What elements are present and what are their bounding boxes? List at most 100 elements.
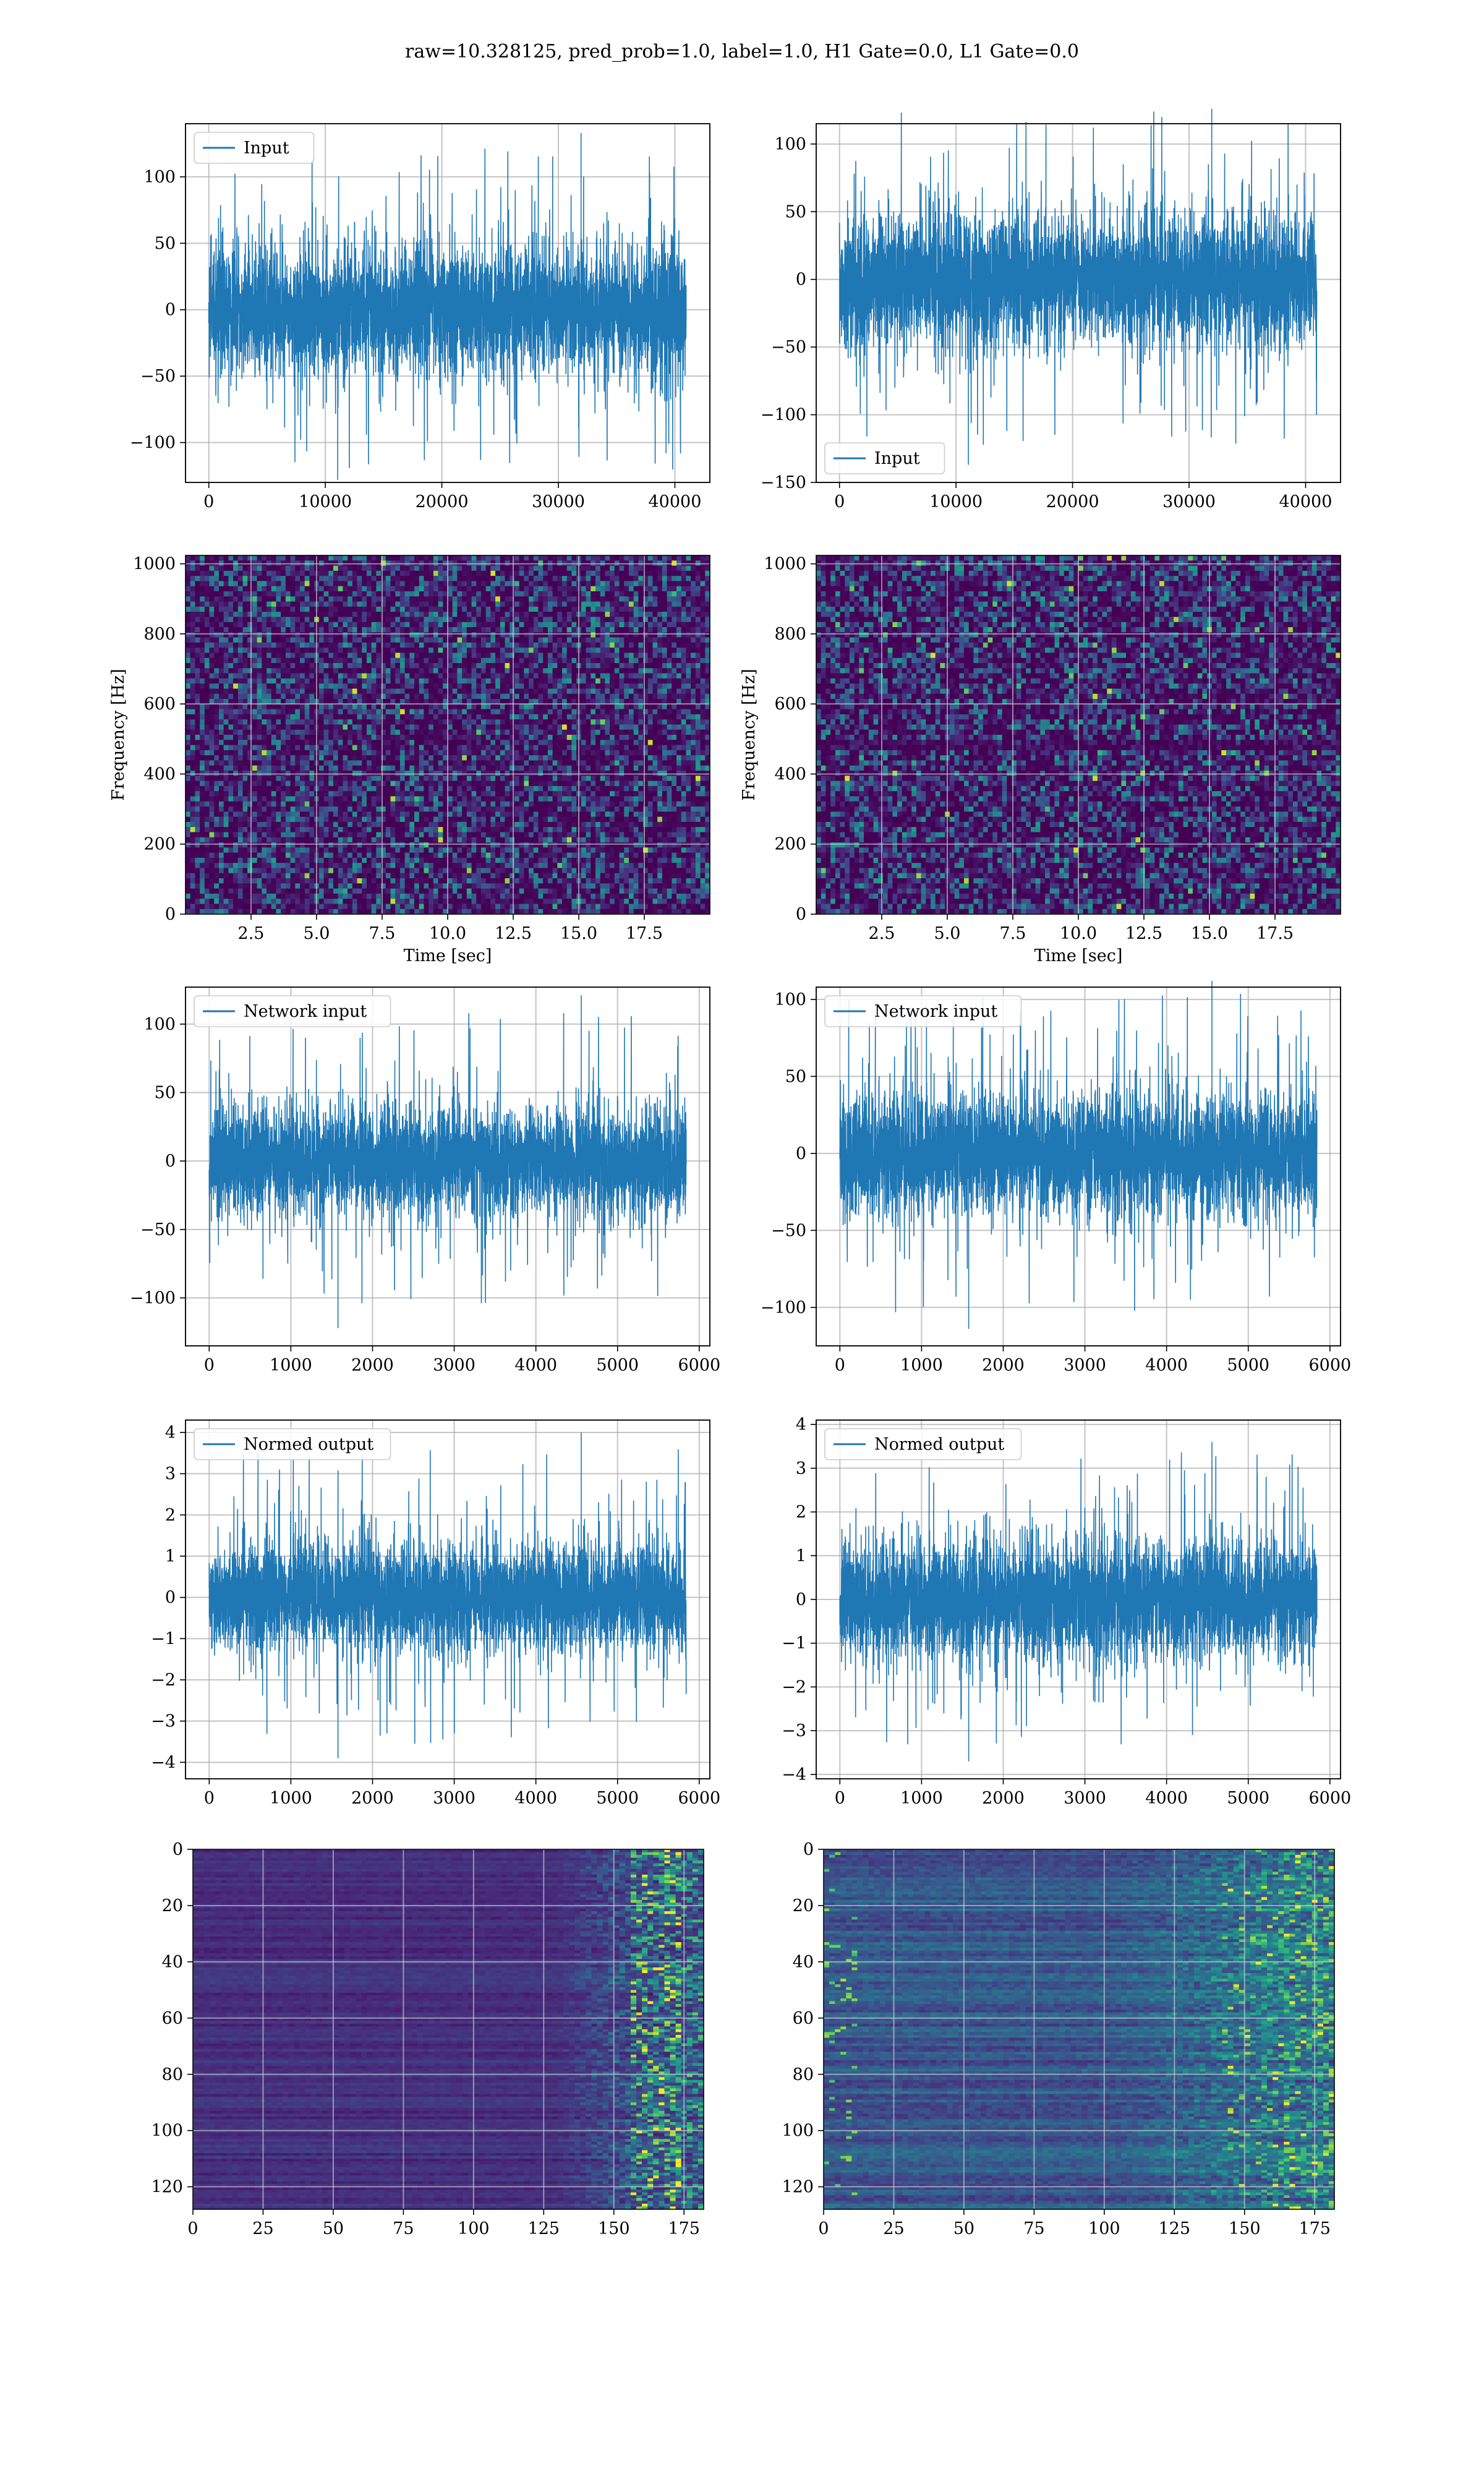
heatmap-cell [634, 776, 639, 781]
heatmap-cell [500, 730, 505, 735]
heatmap-cell [238, 555, 243, 561]
heatmap-cell [300, 622, 305, 628]
heatmap-cell [629, 571, 634, 576]
heatmap-cell [424, 607, 429, 612]
heatmap-cell [395, 745, 400, 751]
heatmap-cell [409, 653, 414, 658]
heatmap-cell [586, 612, 591, 617]
heatmap-cell [276, 638, 281, 643]
heatmap-cell [486, 612, 491, 617]
heatmap-cell [472, 571, 477, 576]
heatmap-cell [328, 586, 333, 592]
heatmap-cell [615, 612, 620, 617]
heatmap-cell [610, 766, 615, 771]
heatmap-cell [686, 576, 691, 581]
heatmap-cell [476, 688, 481, 694]
heatmap-cell [219, 581, 224, 586]
heatmap-cell [405, 566, 410, 571]
heatmap-cell [529, 730, 534, 735]
heatmap-cell [324, 622, 329, 628]
heatmap-cell [467, 581, 472, 586]
heatmap-cell [586, 586, 591, 592]
heatmap-cell [610, 740, 615, 745]
heatmap-cell [605, 730, 610, 735]
heatmap-cell [586, 750, 591, 756]
heatmap-cell [595, 745, 600, 751]
heatmap-cell [262, 571, 267, 576]
heatmap-cell [224, 735, 229, 740]
heatmap-cell [662, 632, 667, 638]
heatmap-cell [409, 555, 414, 561]
heatmap-cell [238, 704, 243, 709]
heatmap-cell [400, 760, 405, 766]
heatmap-cell [291, 735, 296, 740]
heatmap-cell [386, 617, 391, 622]
heatmap-cell [281, 755, 286, 761]
heatmap-cell [376, 781, 381, 787]
heatmap-cell [667, 745, 672, 751]
heatmap-cell [600, 638, 605, 643]
heatmap-cell [372, 555, 377, 561]
heatmap-cell [424, 735, 429, 740]
heatmap-cell [624, 694, 629, 700]
heatmap-cell [548, 735, 553, 740]
heatmap-cell [500, 607, 505, 612]
heatmap-cell [186, 668, 190, 674]
heatmap-cell [319, 760, 324, 766]
heatmap-cell [591, 622, 595, 628]
heatmap-cell [219, 704, 224, 709]
heatmap-cell [662, 571, 667, 576]
heatmap-cell [386, 576, 391, 581]
heatmap-cell [372, 714, 377, 720]
heatmap-cell [367, 776, 372, 781]
heatmap-cell [309, 617, 314, 622]
heatmap-cell [524, 607, 529, 612]
heatmap-cell [701, 576, 706, 581]
heatmap-cell [238, 591, 243, 597]
heatmap-cell [267, 714, 271, 720]
heatmap-cell [610, 576, 615, 581]
heatmap-cell [691, 709, 696, 715]
heatmap-cell [267, 735, 271, 740]
heatmap-cell [409, 694, 414, 700]
heatmap-cell [348, 678, 352, 684]
heatmap-cell [190, 663, 195, 669]
heatmap-cell [657, 683, 662, 689]
heatmap-cell [271, 678, 276, 684]
heatmap-cell [205, 627, 210, 633]
heatmap-cell [629, 627, 634, 633]
heatmap-cell [453, 678, 458, 684]
heatmap-cell [453, 581, 458, 586]
heatmap-cell [309, 581, 314, 586]
heatmap-cell [238, 730, 243, 735]
heatmap-cell [467, 766, 472, 771]
heatmap-cell [615, 576, 620, 581]
heatmap-cell [433, 674, 438, 679]
heatmap-cell [286, 709, 291, 715]
heatmap-cell [219, 668, 224, 674]
heatmap-cell [348, 719, 352, 725]
heatmap-cell [610, 596, 615, 602]
heatmap-cell [300, 678, 305, 684]
heatmap-cell [210, 638, 215, 643]
heatmap-cell [495, 617, 500, 622]
heatmap-cell [324, 663, 329, 669]
heatmap-cell [429, 612, 433, 617]
heatmap-cell [386, 612, 391, 617]
heatmap-cell [238, 612, 243, 617]
heatmap-cell [462, 627, 467, 633]
heatmap-cell [233, 776, 238, 781]
heatmap-cell [500, 591, 505, 597]
heatmap-cell [186, 704, 190, 709]
heatmap-cell [457, 766, 462, 771]
heatmap-cell [586, 658, 591, 664]
heatmap-cell [696, 571, 701, 576]
heatmap-cell [681, 622, 686, 628]
x-tick-label: 30000 [1162, 492, 1216, 511]
heatmap-cell [424, 750, 429, 756]
heatmap-cell [620, 566, 625, 571]
heatmap-cell [429, 653, 433, 658]
heatmap-cell [247, 735, 252, 740]
heatmap-cell [424, 596, 429, 602]
heatmap-cell [281, 658, 286, 664]
